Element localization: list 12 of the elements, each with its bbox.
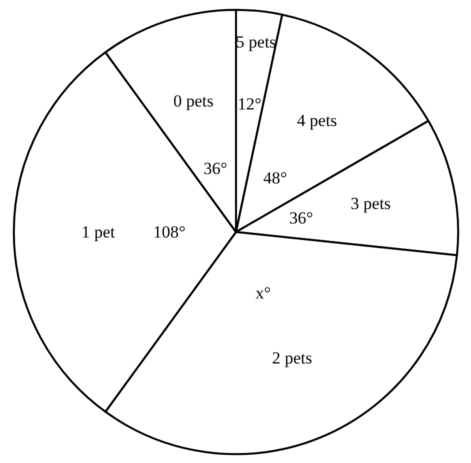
- slice-label: 2 pets: [272, 348, 312, 368]
- slice-label: 3 pets: [350, 194, 391, 213]
- data-label: 108°: [153, 222, 186, 242]
- slice-label: 5 pets: [236, 32, 276, 52]
- data-label: 36°: [289, 208, 314, 228]
- data-label: 48°: [263, 168, 288, 188]
- data-label: 36°: [204, 159, 228, 178]
- data-label: 12°: [238, 94, 262, 114]
- slice-label: 0 pets: [173, 91, 214, 110]
- slice-label: 4 pets: [296, 111, 338, 130]
- slice-label: 1 pet: [81, 222, 116, 242]
- data-label: x°: [255, 283, 271, 302]
